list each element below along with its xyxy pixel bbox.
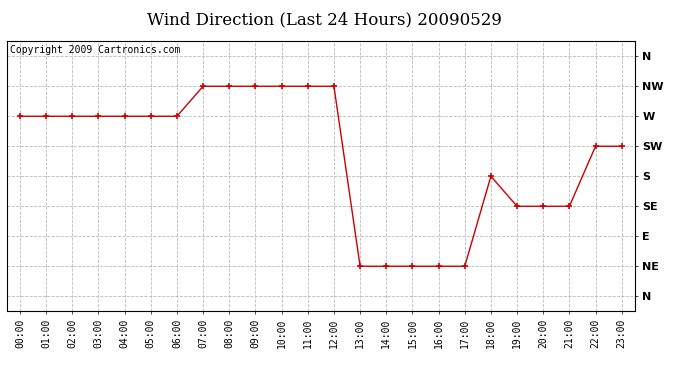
Text: Wind Direction (Last 24 Hours) 20090529: Wind Direction (Last 24 Hours) 20090529: [147, 11, 502, 28]
Text: Copyright 2009 Cartronics.com: Copyright 2009 Cartronics.com: [10, 45, 180, 55]
